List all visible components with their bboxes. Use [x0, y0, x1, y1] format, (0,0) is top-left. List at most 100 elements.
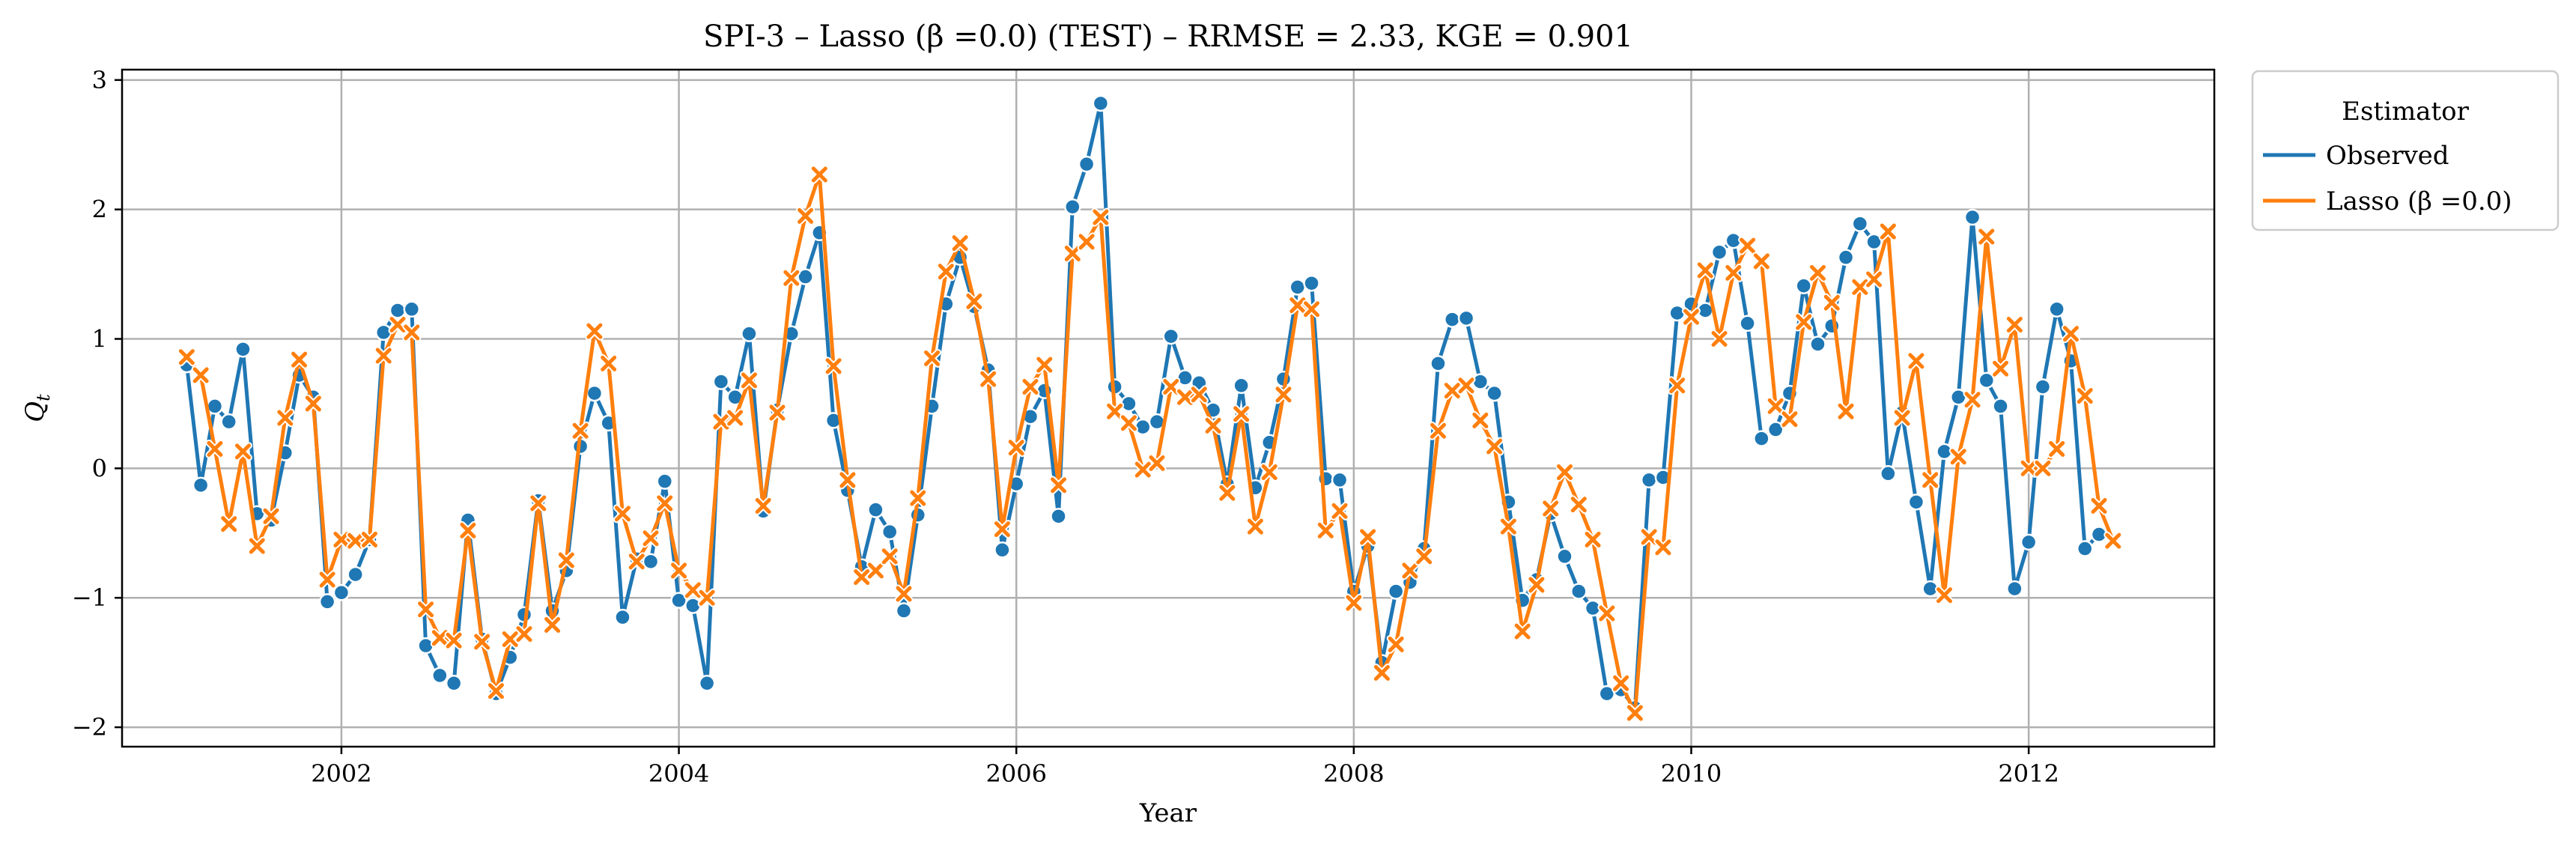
- data-point-lasso: [1655, 539, 1671, 556]
- data-point-observed: [1880, 465, 1897, 482]
- data-point-lasso: [1360, 529, 1376, 545]
- data-point-lasso: [221, 516, 237, 532]
- data-point-lasso: [558, 552, 574, 568]
- data-point-observed: [1050, 508, 1067, 525]
- data-point-lasso: [614, 506, 631, 522]
- data-point-lasso: [1205, 417, 1221, 434]
- data-point-observed: [586, 384, 604, 402]
- data-point-observed: [1430, 355, 1447, 372]
- data-point-lasso: [1809, 264, 1826, 281]
- data-point-lasso: [474, 634, 490, 650]
- data-point-lasso: [1964, 392, 1981, 408]
- data-point-observed: [1978, 371, 1996, 389]
- data-point-lasso: [544, 617, 561, 634]
- data-point-observed: [1753, 430, 1770, 447]
- data-point-lasso: [1120, 415, 1137, 431]
- data-point-observed: [403, 300, 421, 318]
- data-point-lasso: [881, 548, 898, 565]
- grid-lines: [122, 70, 2214, 747]
- data-point-lasso: [178, 349, 195, 365]
- data-point-observed: [1767, 421, 1784, 438]
- data-point-lasso: [1064, 245, 1081, 261]
- data-point-lasso: [1753, 253, 1770, 270]
- data-point-lasso: [1247, 518, 1263, 535]
- data-point-lasso: [1626, 705, 1643, 721]
- data-point-lasso: [1767, 398, 1784, 414]
- y-tick-label: 0: [92, 454, 107, 482]
- data-point-lasso: [1022, 378, 1039, 395]
- data-point-observed: [1907, 494, 1925, 511]
- chart-title: SPI-3 – Lasso (β =0.0) (TEST) – RRMSE = …: [703, 19, 1633, 54]
- data-point-lasso: [1978, 228, 1995, 245]
- data-point-lasso: [671, 562, 687, 579]
- data-point-lasso: [1388, 636, 1404, 652]
- data-point-lasso: [1950, 449, 1966, 465]
- data-point-lasso: [1556, 464, 1573, 481]
- x-tick-label: 2002: [311, 759, 371, 788]
- data-point-observed: [332, 584, 350, 601]
- x-tick-label: 2006: [985, 759, 1046, 788]
- data-point-lasso: [1908, 353, 1925, 369]
- data-point-lasso: [404, 324, 420, 341]
- data-point-observed: [1739, 315, 1756, 333]
- data-point-observed: [220, 413, 237, 431]
- y-axis-label: Qt: [20, 394, 54, 422]
- data-point-observed: [2076, 540, 2094, 557]
- y-tick-label: −1: [72, 583, 107, 612]
- data-point-lasso: [2062, 326, 2079, 342]
- data-point-observed: [1992, 398, 2009, 415]
- data-point-lasso: [1570, 497, 1587, 513]
- data-point-lasso: [192, 367, 209, 383]
- data-point-observed: [895, 602, 913, 619]
- data-point-observed: [1078, 155, 1096, 173]
- data-point-lasso: [783, 270, 800, 286]
- data-point-lasso: [1528, 577, 1545, 593]
- data-point-lasso: [530, 495, 547, 512]
- data-point-lasso: [2035, 460, 2051, 476]
- data-point-observed: [1444, 311, 1461, 328]
- data-point-lasso: [263, 508, 279, 524]
- data-point-lasso: [1149, 455, 1165, 471]
- data-point-lasso: [487, 683, 504, 699]
- data-point-observed: [994, 541, 1011, 559]
- data-point-lasso: [1922, 472, 1939, 488]
- data-point-observed: [741, 325, 758, 342]
- data-point-lasso: [361, 531, 377, 547]
- data-point-observed: [698, 675, 716, 692]
- data-point-lasso: [234, 443, 251, 460]
- data-point-lasso: [1036, 356, 1053, 373]
- data-point-observed: [1640, 471, 1658, 489]
- data-point-observed: [1963, 208, 1981, 226]
- data-point-lasso: [699, 589, 715, 606]
- data-point-lasso: [1261, 464, 1278, 481]
- data-point-lasso: [1458, 377, 1474, 394]
- data-point-lasso: [1078, 234, 1095, 250]
- data-point-lasso: [2020, 460, 2037, 476]
- data-point-observed: [2020, 533, 2038, 551]
- data-point-observed: [1471, 373, 1489, 390]
- data-point-observed: [1837, 249, 1855, 266]
- data-point-observed: [318, 593, 336, 610]
- data-point-lasso: [2077, 388, 2093, 404]
- data-point-lasso: [291, 351, 308, 368]
- data-point-lasso: [1543, 500, 1559, 517]
- data-point-lasso: [1669, 377, 1686, 394]
- data-point-lasso: [628, 553, 645, 570]
- data-point-lasso: [854, 569, 870, 586]
- data-point-lasso: [516, 626, 532, 643]
- data-point-lasso: [460, 522, 476, 538]
- data-point-observed: [712, 373, 730, 390]
- legend-box: [2251, 70, 2560, 231]
- data-point-lasso: [1796, 314, 1812, 330]
- data-point-lasso: [1781, 411, 1798, 428]
- data-point-lasso: [1880, 223, 1896, 240]
- data-point-observed: [234, 341, 252, 358]
- data-point-observed: [1809, 336, 1826, 353]
- data-point-lasso: [207, 440, 223, 457]
- x-tick-label: 2004: [648, 759, 709, 788]
- data-point-lasso: [249, 538, 265, 554]
- data-point-observed: [1331, 471, 1349, 489]
- data-point-lasso: [1613, 675, 1629, 691]
- data-point-lasso: [1852, 279, 1868, 295]
